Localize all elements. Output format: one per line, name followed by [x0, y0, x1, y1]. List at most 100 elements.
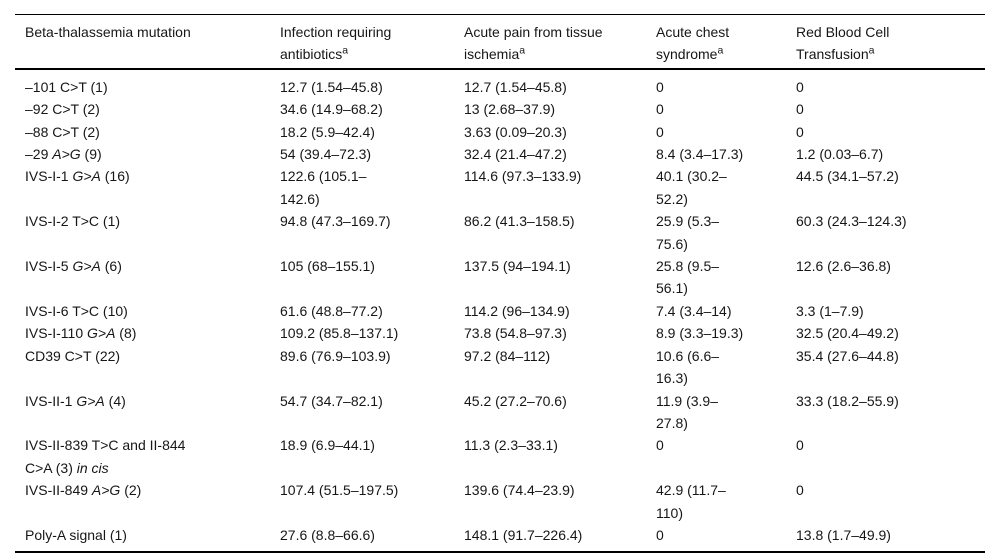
table-row: IVS-II-849 A>G (2) 107.4 (51.5–197.5) 139.… [15, 479, 985, 524]
mutation-cell: Poly-A signal (1) [15, 524, 270, 552]
table-row: –92 C>T (2) 34.6 (14.9–68.2) 13 (2.68–37.9… [15, 98, 985, 120]
value-cell: 42.9 (11.7– 110) [656, 482, 726, 521]
value-cell: 0 [656, 437, 664, 454]
value-cell: 8.4 (3.4–17.3) [656, 146, 744, 163]
value-cell: 27.6 (8.8–66.6) [280, 526, 375, 543]
value-cell: 0 [656, 526, 664, 543]
value-cell: 3.3 (1–7.9) [796, 302, 864, 319]
mutation-segment: CD39 C>T (22) [25, 347, 121, 364]
mutation-cell: IVS-I-2 T>C (1) [15, 210, 270, 255]
mutation-italic-segment: in cis [76, 459, 109, 476]
mutation-segment: IVS-I-5 [25, 258, 73, 275]
mutation-italic-segment: G>A [87, 325, 116, 342]
header-row: Beta-thalassemia mutation Infection requ… [15, 14, 985, 70]
value-cell: 0 [796, 437, 804, 454]
mutation-segment: IVS-II-839 T>C and II-844 C>A (3) [25, 437, 186, 476]
value-cell: 0 [796, 101, 804, 118]
column-header-acute-chest: Acute chest syndromea [646, 14, 786, 70]
table-row: –29 A>G (9) 54 (39.4–72.3) 32.4 (21.4–47.2… [15, 143, 985, 165]
value-cell: 11.9 (3.9– 27.8) [656, 392, 719, 431]
value-cell: 34.6 (14.9–68.2) [280, 101, 383, 118]
mutation-cell: IVS-II-1 G>A (4) [15, 390, 270, 435]
table-row: IVS-I-110 G>A (8) 109.2 (85.8–137.1) 73.8 … [15, 322, 985, 344]
value-cell: 122.6 (105.1– 142.6) [280, 168, 367, 207]
footnote-marker: a [519, 44, 526, 57]
column-header-rbc-transfusion: Red Blood Cell Transfusiona [786, 14, 985, 70]
table-row: IVS-I-6 T>C (10) 61.6 (48.8–77.2) 114.2 (9… [15, 300, 985, 322]
value-cell: 54 (39.4–72.3) [280, 146, 372, 163]
value-cell: 11.3 (2.3–33.1) [464, 437, 558, 454]
table-row: –88 C>T (2) 18.2 (5.9–42.4) 3.63 (0.09–20.… [15, 121, 985, 143]
mutation-italic-segment: A>G [52, 146, 81, 163]
mutation-italic-segment: G>A [76, 392, 105, 409]
value-cell: 94.8 (47.3–169.7) [280, 213, 391, 230]
value-cell: 44.5 (34.1–57.2) [796, 168, 899, 185]
mutation-cell: IVS-II-849 A>G (2) [15, 479, 270, 524]
column-header-infection: Infection requiring antibioticsa [270, 14, 454, 70]
mutation-italic-segment: G>A [72, 258, 101, 275]
mutation-cell: IVS-I-6 T>C (10) [15, 300, 270, 322]
mutation-cell: CD39 C>T (22) [15, 345, 270, 390]
value-cell: 12.7 (1.54–45.8) [464, 78, 567, 95]
table-row: IVS-II-839 T>C and II-844 C>A (3) in cis… [15, 434, 985, 479]
footnote-marker: a [717, 44, 724, 57]
mutation-cell: –29 A>G (9) [15, 143, 270, 165]
mutation-cell: –92 C>T (2) [15, 98, 270, 120]
table-row: IVS-I-5 G>A (6) 105 (68–155.1) 137.5 (94–1… [15, 255, 985, 300]
table-row: CD39 C>T (22) 89.6 (76.9–103.9) 97.2 (84–1… [15, 345, 985, 390]
mutation-segment: (4) [104, 392, 126, 409]
mutation-segment: (2) [120, 482, 142, 499]
value-cell: 107.4 (51.5–197.5) [280, 482, 399, 499]
value-cell: 114.2 (96–134.9) [464, 302, 570, 319]
value-cell: 12.7 (1.54–45.8) [280, 78, 383, 95]
mutation-cell: IVS-I-110 G>A (8) [15, 322, 270, 344]
mutation-segment: (6) [100, 258, 122, 275]
value-cell: 7.4 (3.4–14) [656, 302, 732, 319]
value-cell: 114.6 (97.3–133.9) [464, 168, 582, 185]
mutation-segment: (9) [80, 146, 102, 163]
value-cell: 97.2 (84–112) [464, 347, 551, 364]
value-cell: 137.5 (94–194.1) [464, 258, 571, 275]
mutation-italic-segment: A>G [91, 482, 121, 499]
column-header-label: Red Blood Cell Transfusion [796, 24, 890, 63]
value-cell: 35.4 (27.6–44.8) [796, 347, 899, 364]
table-body: –101 C>T (1) 12.7 (1.54–45.8) 12.7 (1.54–4… [15, 69, 985, 553]
value-cell: 54.7 (34.7–82.1) [280, 392, 383, 409]
table-row: IVS-I-1 G>A (16) 122.6 (105.1– 142.6) 114.… [15, 165, 985, 210]
mutation-cell: IVS-I-5 G>A (6) [15, 255, 270, 300]
table-row: IVS-II-1 G>A (4) 54.7 (34.7–82.1) 45.2 (27… [15, 390, 985, 435]
mutation-segment: (16) [100, 168, 130, 185]
footnote-marker: a [868, 44, 875, 57]
mutation-segment: IVS-II-1 [25, 392, 77, 409]
value-cell: 32.5 (20.4–49.2) [796, 325, 899, 342]
value-cell: 105 (68–155.1) [280, 258, 375, 275]
value-cell: 13 (2.68–37.9) [464, 101, 556, 118]
value-cell: 60.3 (24.3–124.3) [796, 213, 907, 230]
column-header-mutation: Beta-thalassemia mutation [15, 14, 270, 70]
footnote-marker: a [342, 44, 349, 57]
mutation-segment: –101 C>T (1) [25, 78, 108, 95]
value-cell: 0 [656, 101, 664, 118]
mutation-segment: –29 [25, 146, 53, 163]
value-cell: 25.8 (9.5– 56.1) [656, 258, 720, 297]
table-row: IVS-I-2 T>C (1) 94.8 (47.3–169.7) 86.2 (41… [15, 210, 985, 255]
value-cell: 10.6 (6.6– 16.3) [656, 347, 720, 387]
table-row: Poly-A signal (1) 27.6 (8.8–66.6) 148.1 (9… [15, 524, 985, 552]
table-row: –101 C>T (1) 12.7 (1.54–45.8) 12.7 (1.54–4… [15, 69, 985, 98]
mutation-italic-segment: G>A [72, 168, 101, 185]
paper-table-region: Beta-thalassemia mutation Infection requ… [15, 14, 985, 554]
mutation-segment: IVS-I-6 T>C (10) [25, 302, 128, 319]
table-header: Beta-thalassemia mutation Infection requ… [15, 14, 985, 70]
mutation-segment: Poly-A signal (1) [25, 526, 127, 543]
value-cell: 0 [656, 78, 664, 95]
value-cell: 109.2 (85.8–137.1) [280, 325, 399, 342]
value-cell: 32.4 (21.4–47.2) [464, 146, 567, 163]
value-cell: 45.2 (27.2–70.6) [464, 392, 567, 409]
value-cell: 89.6 (76.9–103.9) [280, 347, 391, 364]
mutation-segment: IVS-II-849 [25, 482, 92, 499]
value-cell: 18.2 (5.9–42.4) [280, 123, 375, 140]
value-cell: 0 [796, 123, 804, 140]
value-cell: 61.6 (48.8–77.2) [280, 302, 383, 319]
value-cell: 86.2 (41.3–158.5) [464, 213, 575, 230]
mutation-segment: IVS-I-1 [25, 168, 73, 185]
